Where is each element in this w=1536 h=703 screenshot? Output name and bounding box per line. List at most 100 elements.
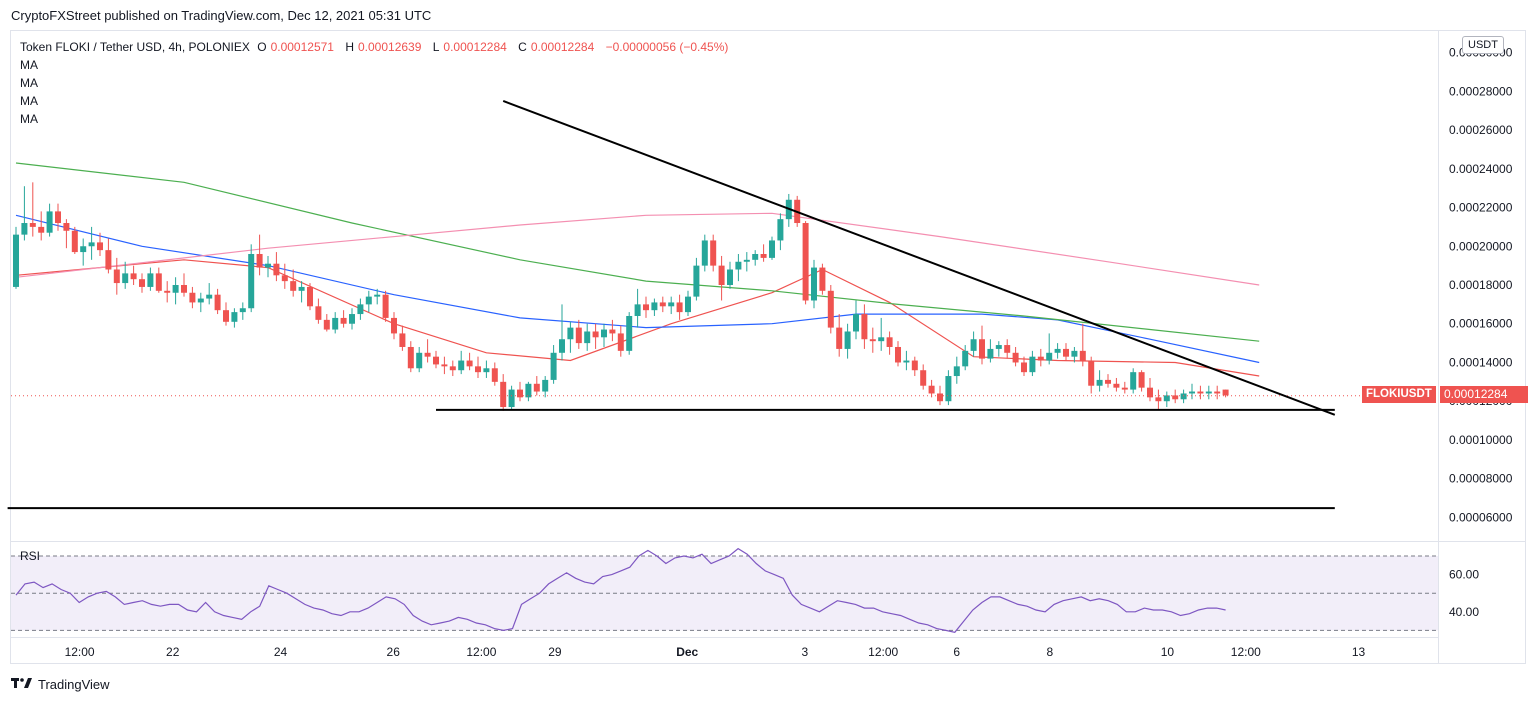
candle-body xyxy=(1088,360,1095,386)
ma-legend-2[interactable]: MA xyxy=(20,76,38,90)
time-tick-label: Dec xyxy=(676,645,698,659)
rsi-legend[interactable]: RSI xyxy=(20,549,41,563)
candle-body xyxy=(21,223,28,235)
time-tick-label: 8 xyxy=(1046,645,1053,659)
brand[interactable]: TradingView xyxy=(11,677,110,692)
candle-body xyxy=(1021,362,1027,373)
candle-body xyxy=(559,339,565,353)
candle-body xyxy=(97,242,103,251)
candle-body xyxy=(433,356,439,365)
price-tick-label: 0.00022000 xyxy=(1449,201,1513,215)
candle-body xyxy=(323,319,330,330)
candle-body xyxy=(155,273,162,291)
candle-body xyxy=(399,333,406,347)
candle-body xyxy=(928,385,935,394)
candle-body xyxy=(609,329,616,334)
candle-body xyxy=(517,389,523,398)
candle-body xyxy=(836,327,843,349)
candle-body xyxy=(265,263,271,268)
candle-body xyxy=(735,261,742,270)
candle-body xyxy=(542,379,549,392)
candle-body xyxy=(710,240,717,266)
candle-body xyxy=(340,317,347,324)
brand-name: TradingView xyxy=(38,677,110,692)
candle-body xyxy=(1147,387,1153,398)
candle-body xyxy=(1071,350,1078,357)
candle-body xyxy=(937,393,943,402)
ma-legend-3[interactable]: MA xyxy=(20,94,38,108)
candle-body xyxy=(458,360,465,371)
candle-body xyxy=(752,254,759,260)
candle-body xyxy=(575,327,582,344)
candle-body xyxy=(567,327,574,340)
candle-body xyxy=(374,294,381,297)
candle-body xyxy=(491,368,498,382)
candle-body xyxy=(248,254,255,309)
candle-body xyxy=(920,370,927,386)
ma-line-pink xyxy=(15,212,1260,286)
candle-body xyxy=(1180,393,1187,400)
price-tick-label: 0.00024000 xyxy=(1449,162,1513,176)
candle-body xyxy=(592,331,599,338)
candle-body xyxy=(634,304,641,316)
candle-body xyxy=(105,250,112,270)
candle-body xyxy=(231,312,238,322)
candle-body xyxy=(970,339,977,351)
time-tick-label: 3 xyxy=(801,645,808,659)
candle-body xyxy=(500,381,507,408)
candle-body xyxy=(743,259,750,262)
candle-body xyxy=(668,302,675,307)
candle-body xyxy=(701,240,708,266)
price-tick-label: 0.00010000 xyxy=(1449,433,1513,447)
candle-body xyxy=(197,298,204,303)
price-tick-label: 0.00014000 xyxy=(1449,355,1513,369)
ma-line-blue xyxy=(15,214,1260,364)
time-tick-label: 26 xyxy=(387,645,401,659)
candle-body xyxy=(1121,387,1128,390)
candle-body xyxy=(601,329,607,338)
candle-body xyxy=(886,337,893,347)
legend-high: H 0.00012639 xyxy=(345,40,422,54)
candle-body xyxy=(466,360,473,367)
candle-body xyxy=(214,294,221,311)
legend-symbol: Token FLOKI / Tether USD, 4h, POLONIEX xyxy=(20,40,250,54)
candle-body xyxy=(1046,352,1053,361)
candle-body xyxy=(63,223,70,231)
candle-body xyxy=(718,265,725,285)
candle-body xyxy=(617,333,624,351)
candle-body xyxy=(802,223,809,301)
candle-body xyxy=(777,219,784,241)
candle-body xyxy=(29,223,36,227)
price-tick-label: 0.00016000 xyxy=(1449,317,1513,331)
time-tick-label: 10 xyxy=(1161,645,1175,659)
price-tick-label: 0.00026000 xyxy=(1449,123,1513,137)
rsi-band xyxy=(11,556,1438,631)
last-price-tag: 0.00012284 xyxy=(1440,386,1528,403)
candle-body xyxy=(46,211,53,233)
candle-body xyxy=(475,366,481,373)
candle-body xyxy=(349,314,355,324)
currency-badge[interactable]: USDT xyxy=(1462,36,1504,54)
candle-body xyxy=(382,294,389,318)
candle-body xyxy=(130,273,137,280)
rsi-tick-label: 60.00 xyxy=(1449,568,1479,582)
candle-body xyxy=(962,350,969,367)
candle-body xyxy=(693,265,700,297)
candle-body xyxy=(88,242,95,247)
time-tick-label: 29 xyxy=(548,645,562,659)
candle-body xyxy=(1096,379,1103,386)
ma-legend-4[interactable]: MA xyxy=(20,112,38,126)
candle-body xyxy=(1113,383,1120,388)
candle-body xyxy=(13,234,19,287)
candle-body xyxy=(844,331,851,349)
time-tick-label: 22 xyxy=(166,645,180,659)
time-tick-label: 13 xyxy=(1352,645,1366,659)
ma-legend-1[interactable]: MA xyxy=(20,58,38,72)
candle-body xyxy=(147,273,154,287)
candle-body xyxy=(407,346,414,369)
price-tick-label: 0.00006000 xyxy=(1449,510,1513,524)
candle-body xyxy=(659,302,666,307)
candle-body xyxy=(80,246,87,253)
candle-body xyxy=(55,211,61,224)
